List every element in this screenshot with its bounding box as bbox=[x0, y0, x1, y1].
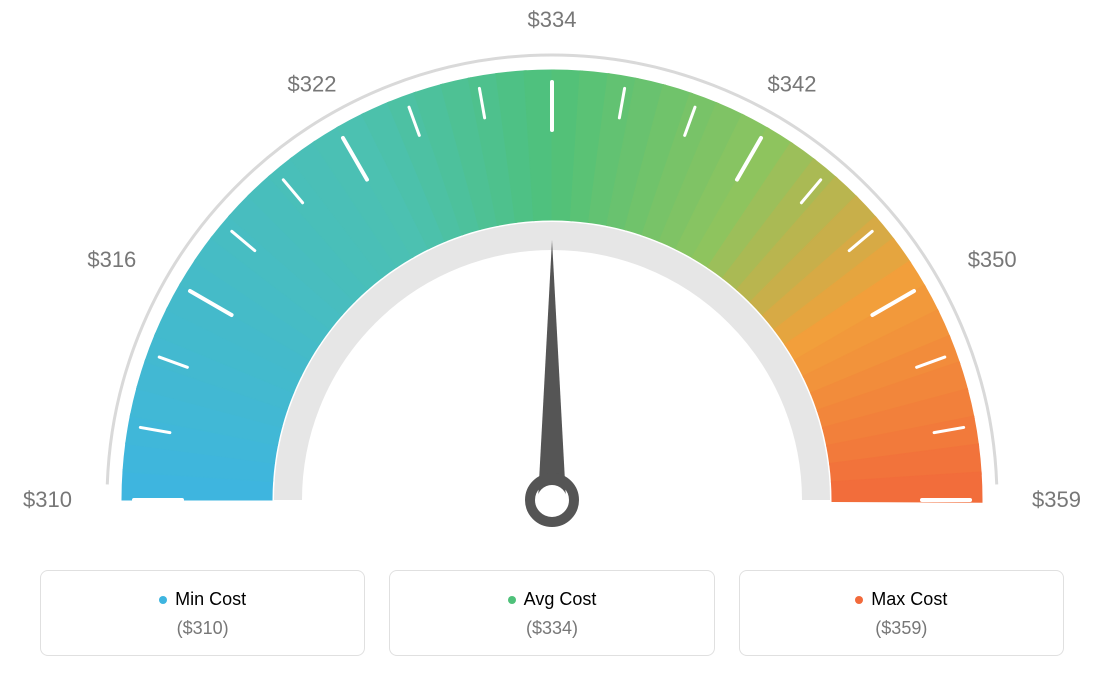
svg-text:$316: $316 bbox=[87, 247, 136, 272]
legend-label-min: Min Cost bbox=[175, 589, 246, 609]
legend-value-avg: ($334) bbox=[410, 618, 693, 639]
svg-text:$342: $342 bbox=[768, 71, 817, 96]
legend-card-avg: Avg Cost ($334) bbox=[389, 570, 714, 656]
svg-text:$359: $359 bbox=[1032, 487, 1081, 512]
svg-text:$334: $334 bbox=[528, 7, 577, 32]
legend-row: Min Cost ($310) Avg Cost ($334) Max Cost… bbox=[0, 570, 1104, 656]
legend-card-min: Min Cost ($310) bbox=[40, 570, 365, 656]
legend-label-line: Max Cost bbox=[760, 589, 1043, 610]
svg-text:$310: $310 bbox=[23, 487, 72, 512]
legend-value-max: ($359) bbox=[760, 618, 1043, 639]
legend-label-line: Avg Cost bbox=[410, 589, 693, 610]
cost-gauge: $310 $316 $322 $334 $342 $350 $359 bbox=[0, 0, 1104, 560]
legend-value-min: ($310) bbox=[61, 618, 344, 639]
gauge-svg: $310 $316 $322 $334 $342 $350 $359 bbox=[0, 0, 1104, 560]
legend-label-max: Max Cost bbox=[871, 589, 947, 609]
svg-text:$350: $350 bbox=[968, 247, 1017, 272]
legend-card-max: Max Cost ($359) bbox=[739, 570, 1064, 656]
legend-dot-min bbox=[159, 596, 167, 604]
svg-text:$322: $322 bbox=[288, 71, 337, 96]
legend-label-avg: Avg Cost bbox=[524, 589, 597, 609]
legend-dot-max bbox=[855, 596, 863, 604]
legend-label-line: Min Cost bbox=[61, 589, 344, 610]
legend-dot-avg bbox=[508, 596, 516, 604]
